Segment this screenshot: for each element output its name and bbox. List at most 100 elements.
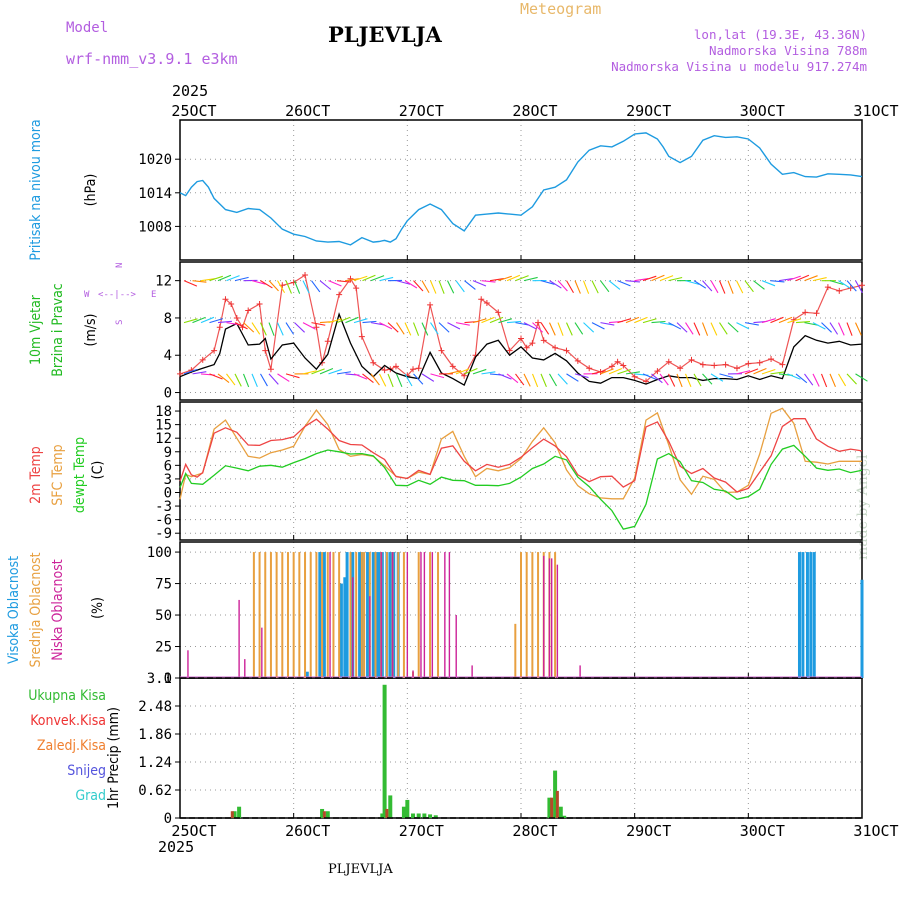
wind-direction-arrow [370, 275, 385, 282]
wind-gust-point [353, 285, 360, 292]
cloud-bar-mid [269, 552, 272, 678]
wind-direction-arrow [319, 367, 334, 375]
wind-direction-arrow [719, 322, 728, 335]
precip-bar-total [416, 813, 421, 818]
wind-direction-arrow [192, 316, 206, 324]
wind-direction-arrow [608, 280, 621, 290]
cloud-bar-high [388, 552, 392, 678]
dewpt-line [179, 444, 863, 530]
wind-direction-arrow [396, 322, 405, 335]
wind-gust-point [699, 361, 706, 368]
cloud-bar-high [860, 579, 864, 678]
wind-direction-arrow [600, 280, 610, 293]
cloud-bar-high [392, 552, 396, 678]
wind-direction-arrow [209, 373, 223, 380]
wind-direction-arrow [362, 320, 377, 324]
time-tick-top: 25OCT [171, 102, 216, 120]
y-tick-label: 2.48 [138, 699, 172, 715]
cloud-bar-high [345, 552, 349, 678]
time-tick-top: 31OCT [853, 102, 898, 120]
wind-direction-arrow [430, 373, 445, 379]
wind-direction-arrow [795, 321, 811, 324]
cloud-bar-mid [363, 552, 366, 678]
wind-direction-arrow [268, 280, 279, 292]
wind-direction-arrow [685, 322, 694, 335]
wind-gust-point [745, 360, 752, 367]
wind-direction-arrow [209, 318, 224, 324]
y-tick-label: 6 [164, 458, 172, 474]
wind-direction-arrow [770, 280, 785, 283]
wind-direction-arrow [634, 316, 648, 324]
wind-direction-arrow [617, 318, 632, 324]
wind-direction-arrow [489, 278, 504, 282]
wind-gust-point [756, 359, 763, 366]
cloud-bar-mid [520, 552, 522, 678]
wind-direction-arrow [676, 373, 683, 388]
wind-direction-arrow [336, 316, 351, 324]
wind-direction-arrow [260, 373, 268, 387]
wind-gust-point [711, 362, 718, 369]
wind-direction-arrow [804, 373, 814, 386]
wind-direction-arrow [778, 316, 793, 324]
wind-direction-arrow [311, 322, 326, 326]
dewpt-axis-title: dewpt Temp [72, 437, 88, 513]
wind-gust-point [688, 356, 695, 363]
wind-gust-point [643, 378, 650, 385]
cloud-bar-high [318, 552, 322, 678]
page-title: PLJEVLJA [328, 22, 442, 47]
wind-direction-arrow [795, 274, 810, 282]
cloud-bar-low [420, 552, 422, 678]
wind-direction-arrow [727, 280, 734, 294]
cloud-bar-low [548, 558, 551, 678]
wind-direction-arrow [702, 280, 713, 292]
wind-direction-arrow [183, 368, 198, 375]
time-tick-bottom: 25OCT [171, 822, 216, 840]
cloud-bar-mid [349, 552, 352, 678]
wind-direction-arrow [464, 367, 478, 375]
precip-bar-total [433, 815, 438, 818]
model-elevation-label: Nadmorska Visina u modelu 917.274m [611, 59, 867, 74]
wind-direction-arrow [600, 322, 615, 326]
coords-label: lon,lat (19.3E, 43.36N) [693, 27, 867, 42]
cloud-bar-mid [397, 552, 400, 678]
precip-bar-total [428, 814, 433, 818]
wind-direction-arrow [787, 318, 802, 324]
wind-gust-point [461, 372, 468, 379]
wind-direction-arrow [472, 368, 487, 375]
wind-direction-arrow [531, 373, 539, 388]
wind-direction-arrow [829, 280, 844, 286]
wind-direction-arrow [761, 280, 776, 287]
wind-direction-arrow [634, 277, 649, 282]
precip-bar-convective [385, 808, 389, 818]
wind-direction-arrow [268, 322, 275, 336]
wind-direction-arrow [770, 316, 784, 324]
cloud-bar-low [556, 564, 559, 678]
wind-gust-point [779, 361, 786, 368]
wind-gust-point [410, 366, 417, 373]
wind-direction-arrow [506, 373, 519, 384]
wind-gust-point [256, 300, 263, 307]
wind-direction-arrow [523, 322, 537, 330]
wind-direction-arrow [234, 276, 249, 282]
wind-gust-point [381, 367, 388, 374]
wind-direction-arrow [846, 322, 853, 336]
cloud-bar-mid [315, 552, 318, 678]
precip-bar-convective [555, 790, 559, 818]
wind-direction-arrow [515, 275, 529, 282]
wind-direction-arrow [668, 322, 682, 330]
wind-direction-arrow [659, 373, 669, 386]
wind-direction-arrow [778, 277, 793, 282]
y-tick-label: -3 [155, 499, 172, 515]
precip-bar-convective [230, 811, 234, 818]
wind-direction-arrow [582, 280, 590, 294]
wind-direction-arrow [285, 322, 295, 335]
wind-gust-point [267, 366, 274, 373]
wind-direction-arrow [651, 373, 663, 384]
cloud-bar-low [391, 552, 394, 678]
wind-direction-arrow [642, 373, 657, 380]
year-top: 2025 [172, 82, 209, 100]
wind-direction-arrow [413, 373, 424, 385]
precip-legend-item: Snijeg [67, 763, 106, 779]
wind-direction-arrow [413, 280, 424, 292]
